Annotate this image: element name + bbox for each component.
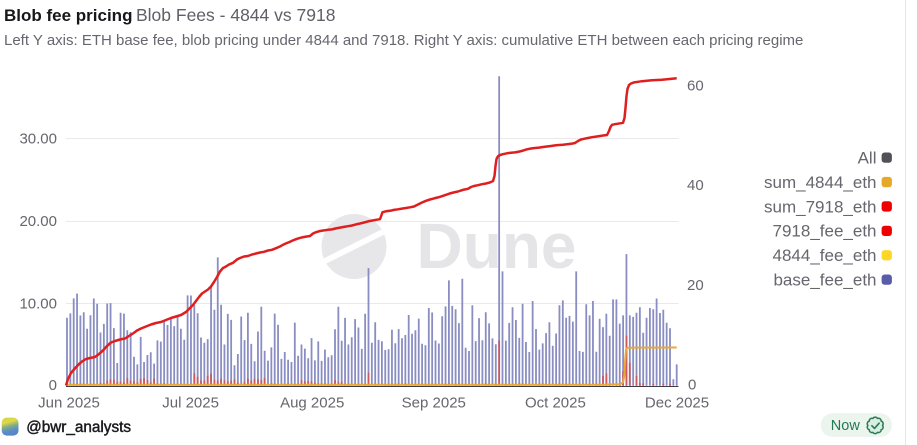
- svg-text:7918_fee_eth: 7918_fee_eth: [773, 222, 877, 241]
- svg-text:20.00: 20.00: [19, 213, 57, 230]
- svg-text:10.00: 10.00: [19, 295, 57, 312]
- svg-text:@bwr_analysts: @bwr_analysts: [26, 419, 131, 436]
- svg-text:Blob fee pricing: Blob fee pricing: [4, 6, 132, 25]
- svg-text:Dec 2025: Dec 2025: [645, 395, 709, 412]
- svg-text:All: All: [858, 149, 877, 168]
- svg-text:sum_7918_eth: sum_7918_eth: [764, 197, 876, 216]
- svg-text:Dune: Dune: [417, 210, 577, 282]
- svg-text:40: 40: [687, 177, 704, 194]
- svg-text:sum_4844_eth: sum_4844_eth: [764, 173, 876, 192]
- svg-text:Left Y axis: ETH base fee, blo: Left Y axis: ETH base fee, blob pricing …: [4, 32, 803, 49]
- svg-text:Oct 2025: Oct 2025: [525, 395, 586, 412]
- svg-text:0: 0: [49, 377, 57, 394]
- svg-text:30.00: 30.00: [19, 130, 57, 147]
- svg-text:0: 0: [688, 377, 696, 394]
- svg-text:Blob Fees - 4844 vs 7918: Blob Fees - 4844 vs 7918: [136, 5, 335, 25]
- svg-text:Jun 2025: Jun 2025: [38, 395, 100, 412]
- svg-text:Jul 2025: Jul 2025: [162, 395, 219, 412]
- svg-text:Now: Now: [831, 418, 861, 434]
- svg-text:4844_fee_eth: 4844_fee_eth: [773, 246, 877, 265]
- svg-text:Sep 2025: Sep 2025: [402, 395, 466, 412]
- svg-text:20: 20: [687, 277, 704, 294]
- svg-text:base_fee_eth: base_fee_eth: [773, 271, 876, 290]
- svg-text:60: 60: [687, 78, 704, 95]
- svg-text:Aug 2025: Aug 2025: [280, 395, 344, 412]
